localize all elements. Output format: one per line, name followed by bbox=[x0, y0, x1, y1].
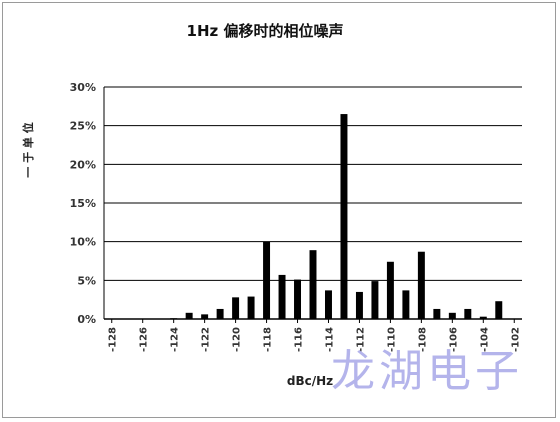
bar bbox=[464, 308, 472, 319]
bar bbox=[201, 314, 209, 319]
x-tick-label: -110 bbox=[386, 327, 397, 352]
bar bbox=[170, 318, 178, 319]
bar bbox=[386, 261, 394, 319]
x-tick-label: -124 bbox=[170, 327, 181, 352]
watermark-text: 龙湖电子 bbox=[331, 346, 523, 397]
bar bbox=[185, 312, 193, 319]
x-tick-label: -108 bbox=[417, 327, 428, 352]
y-axis-label: 一 于 单 位 bbox=[22, 122, 35, 178]
y-tick-label: 10% bbox=[70, 236, 96, 249]
bar bbox=[448, 312, 456, 319]
bar bbox=[371, 281, 379, 319]
y-tick-label: 30% bbox=[70, 81, 96, 94]
bar bbox=[324, 290, 332, 319]
chart-frame bbox=[2, 2, 556, 418]
x-axis-label: dBc/Hz bbox=[286, 374, 334, 388]
x-tick-label: -112 bbox=[355, 327, 366, 352]
bar bbox=[247, 296, 255, 319]
y-tick-label: 25% bbox=[70, 120, 96, 133]
bar bbox=[433, 308, 441, 319]
bar bbox=[278, 274, 286, 319]
x-tick-label: -120 bbox=[232, 327, 243, 352]
bar bbox=[216, 308, 224, 319]
y-tick-label: 20% bbox=[70, 158, 96, 171]
bar bbox=[340, 114, 348, 319]
x-tick-label: -122 bbox=[201, 327, 212, 352]
y-tick-label: 5% bbox=[77, 274, 96, 287]
x-tick-label: -126 bbox=[139, 327, 150, 352]
y-tick-label: 0% bbox=[77, 313, 96, 326]
y-tick-label: 15% bbox=[70, 197, 96, 210]
bar bbox=[417, 251, 425, 319]
bar bbox=[355, 291, 363, 319]
x-tick-label: -114 bbox=[324, 327, 335, 352]
x-tick-label: -116 bbox=[294, 327, 305, 352]
bar bbox=[232, 297, 240, 319]
x-tick-label: -106 bbox=[448, 327, 459, 352]
x-tick-label: -102 bbox=[510, 327, 521, 352]
bar bbox=[294, 279, 302, 319]
bar bbox=[479, 316, 487, 319]
bar bbox=[263, 241, 271, 319]
x-tick-label: -104 bbox=[479, 327, 490, 352]
x-tick-label: -118 bbox=[263, 327, 274, 352]
bar bbox=[495, 301, 503, 319]
x-tick-label: -128 bbox=[108, 327, 119, 352]
bar bbox=[402, 290, 410, 319]
chart-title: 1Hz 偏移时的相位噪声 bbox=[186, 22, 344, 40]
bar bbox=[309, 250, 317, 319]
